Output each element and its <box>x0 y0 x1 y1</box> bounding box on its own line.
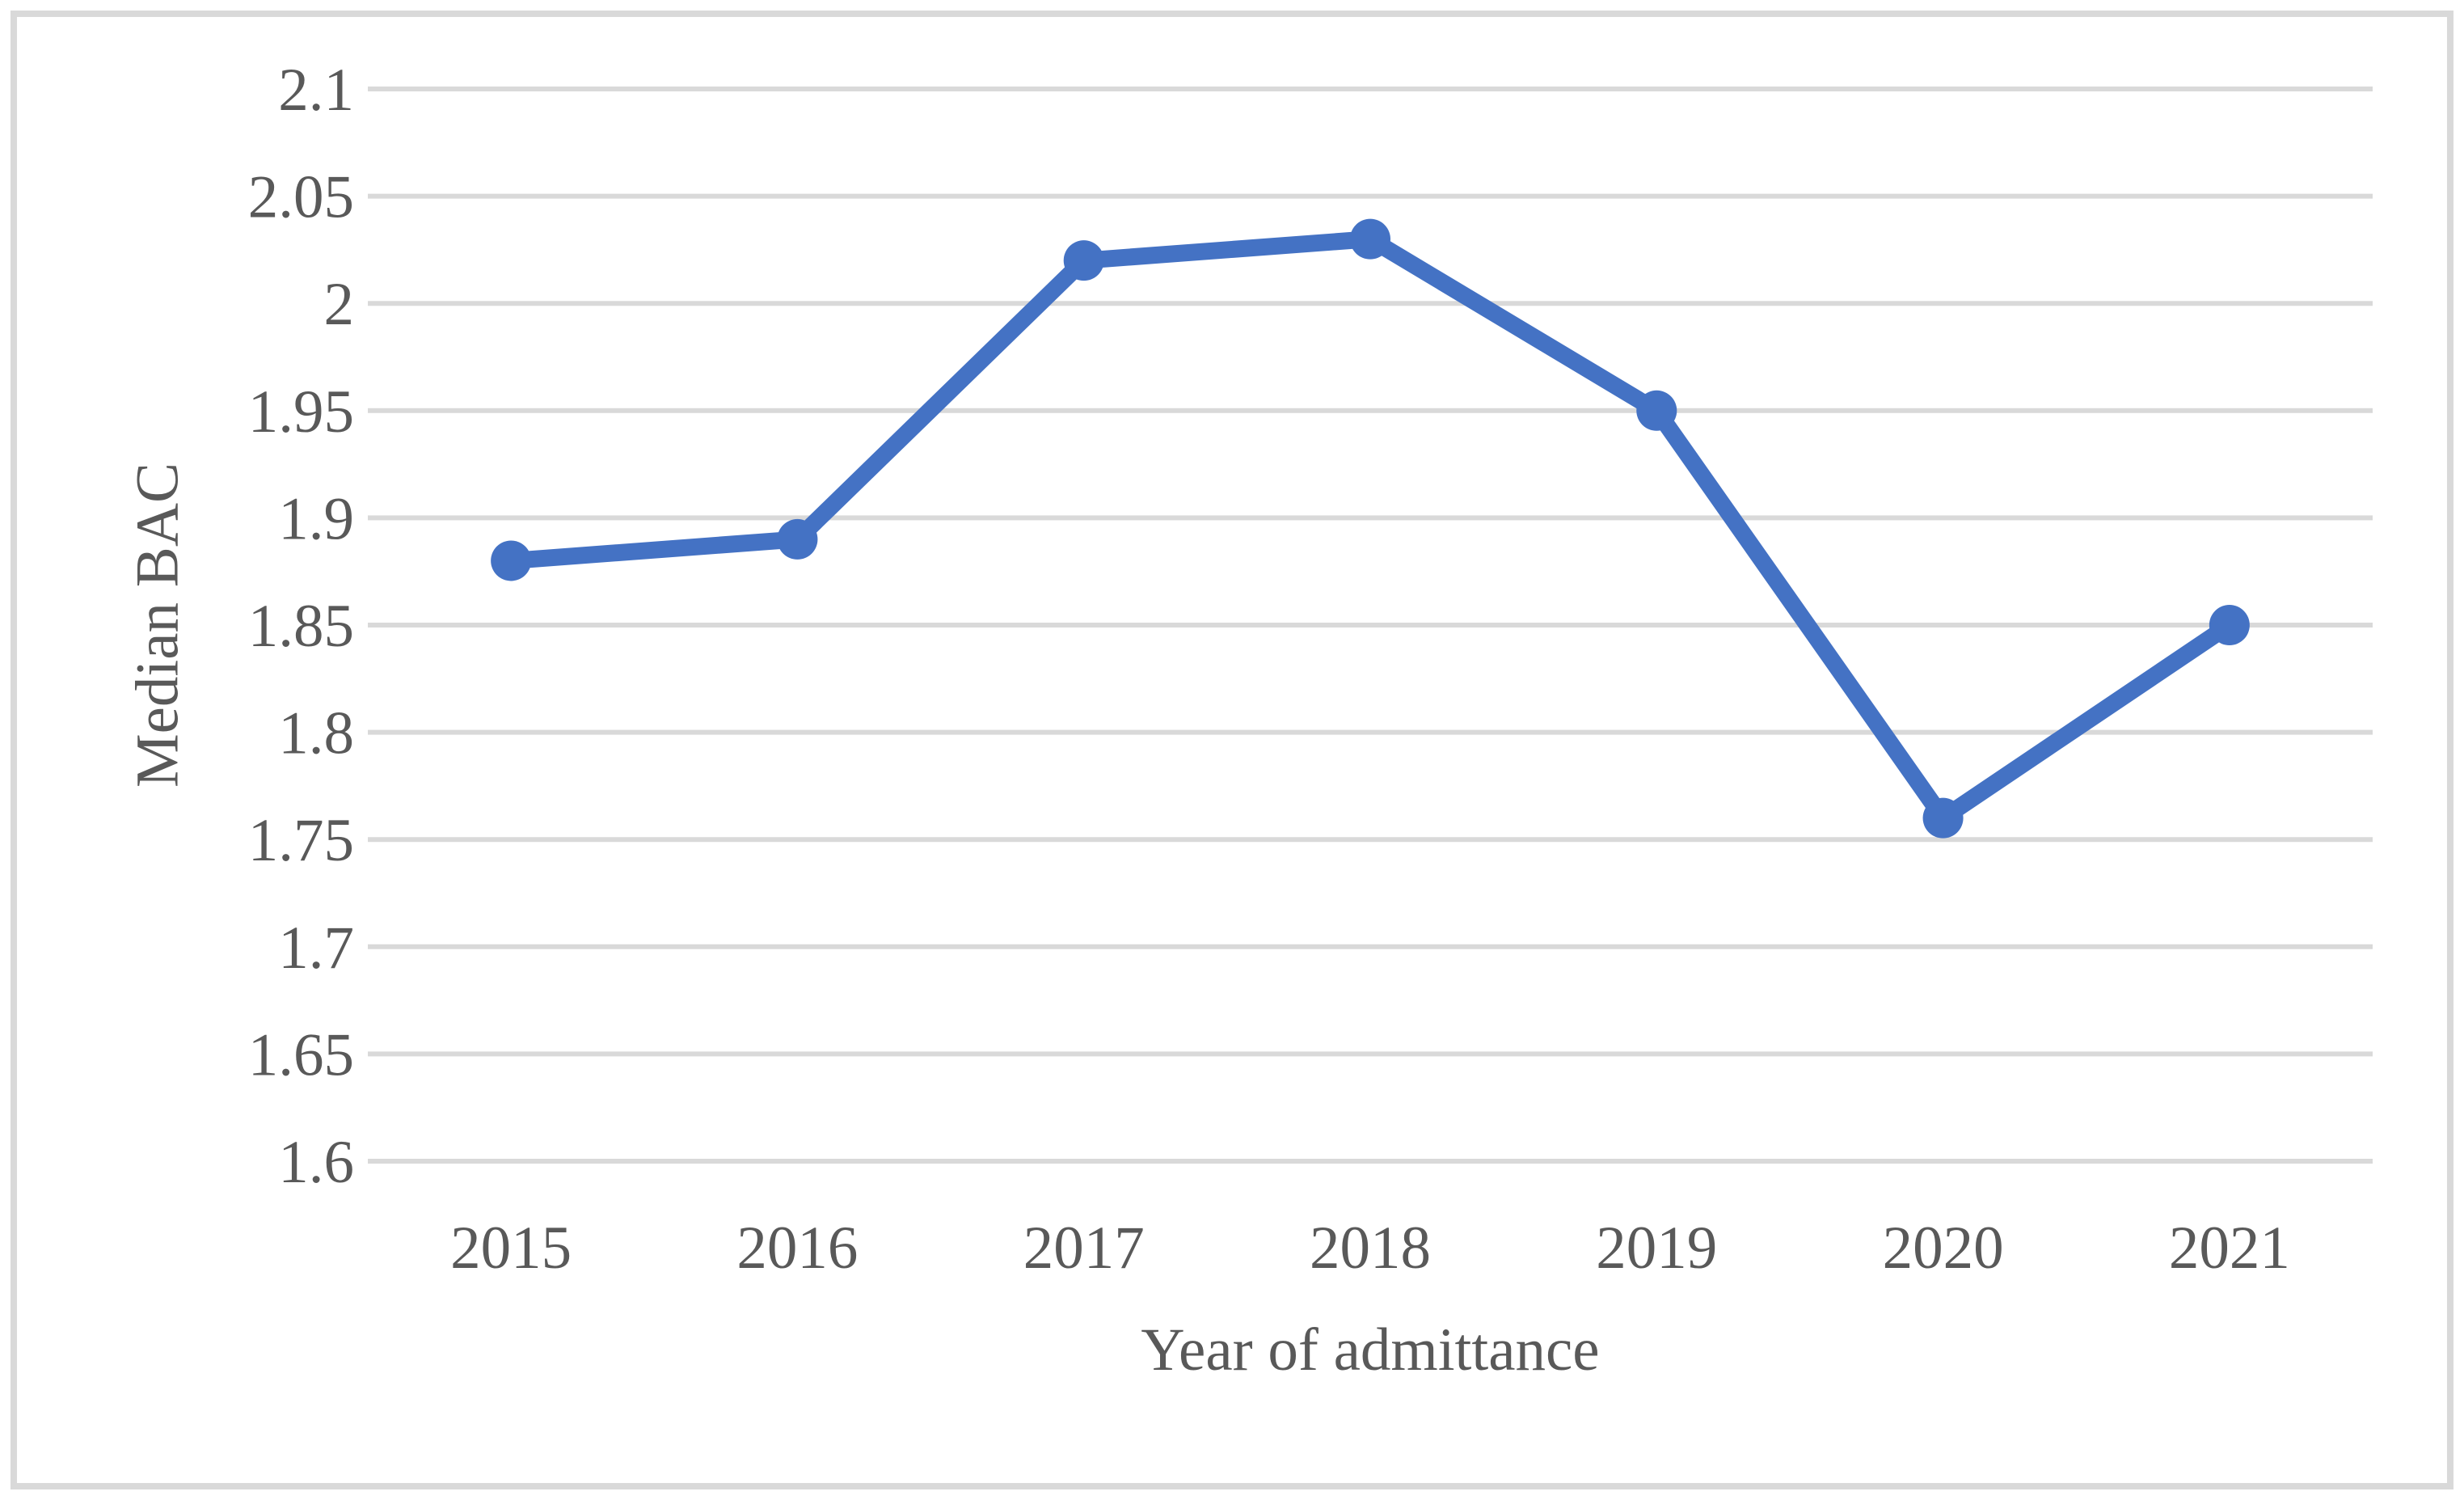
x-tick-label: 2015 <box>450 1215 572 1282</box>
y-tick-label: 1.85 <box>248 593 354 660</box>
y-tick-label: 1.65 <box>248 1021 354 1088</box>
x-tick-label: 2021 <box>2169 1215 2290 1282</box>
data-point-marker <box>1636 390 1677 431</box>
x-tick-label: 2020 <box>1883 1215 2004 1282</box>
x-tick-label: 2019 <box>1596 1215 1717 1282</box>
tick-label-layer: 1.6 1.65 1.7 1.75 1.8 1.85 1.9 1.95 2 2.05 2.1 2015… <box>248 57 2290 1282</box>
data-point-marker <box>491 540 532 581</box>
data-point-marker <box>777 518 818 560</box>
y-tick-label: 1.8 <box>278 700 354 767</box>
gridline-layer <box>368 87 2373 1164</box>
chart-border-layer <box>11 11 2453 1489</box>
series-layer <box>491 218 2250 839</box>
x-tick-label: 2018 <box>1310 1215 1431 1282</box>
y-tick-label: 2.1 <box>278 57 354 124</box>
data-point-marker <box>1922 797 1964 839</box>
x-tick-label: 2017 <box>1023 1215 1145 1282</box>
y-tick-label: 1.75 <box>248 807 354 874</box>
data-point-marker <box>1063 240 1104 281</box>
figure-border <box>11 11 2453 1489</box>
y-tick-label: 2 <box>324 271 355 338</box>
y-tick-label: 1.9 <box>278 485 354 552</box>
y-tick-label: 1.6 <box>278 1129 354 1196</box>
y-tick-label: 2.05 <box>248 164 354 231</box>
y-axis-title: Median BAC <box>124 462 192 788</box>
y-tick-label: 1.95 <box>248 378 354 446</box>
data-point-marker <box>2209 605 2250 645</box>
data-point-marker <box>1350 218 1390 260</box>
y-tick-label: 1.7 <box>278 915 354 982</box>
x-tick-label: 2016 <box>736 1215 858 1282</box>
x-axis-title: Year of admittance <box>1141 1316 1600 1384</box>
